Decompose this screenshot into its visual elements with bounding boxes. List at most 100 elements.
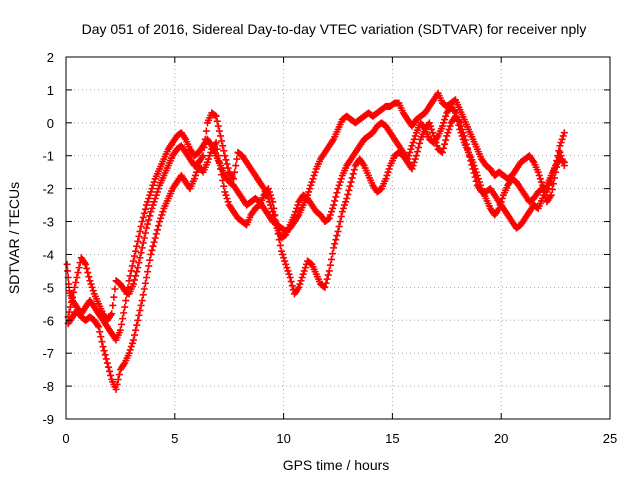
data-point-marker bbox=[425, 119, 433, 127]
data-point-marker bbox=[220, 182, 228, 190]
data-point-marker bbox=[350, 166, 358, 174]
data-point-marker bbox=[286, 273, 294, 281]
data-point-marker bbox=[211, 111, 219, 119]
data-point-marker bbox=[324, 271, 332, 279]
data-point-marker bbox=[200, 144, 208, 151]
data-point-marker bbox=[141, 279, 149, 287]
data-point-marker bbox=[104, 363, 112, 371]
data-point-marker bbox=[87, 280, 95, 288]
data-point-marker bbox=[219, 176, 227, 184]
x-tick-label: 20 bbox=[494, 431, 508, 446]
data-point-marker bbox=[269, 198, 277, 206]
data-point-marker bbox=[347, 178, 355, 186]
data-point-marker bbox=[465, 148, 473, 156]
data-point-marker bbox=[120, 309, 128, 317]
data-point-marker bbox=[443, 132, 451, 140]
data-point-marker bbox=[66, 303, 74, 311]
data-point-marker bbox=[218, 137, 226, 145]
data-point-marker bbox=[467, 157, 475, 165]
data-point-marker bbox=[430, 132, 438, 140]
y-tick-label: 1 bbox=[47, 83, 54, 98]
y-tick-label: -9 bbox=[42, 412, 54, 427]
data-point-marker bbox=[133, 268, 141, 276]
data-point-marker bbox=[71, 283, 79, 291]
data-point-marker bbox=[270, 204, 278, 212]
data-point-marker bbox=[441, 116, 449, 124]
data-point-marker bbox=[288, 282, 296, 290]
y-tick-label: -2 bbox=[42, 182, 54, 197]
data-point-marker bbox=[407, 145, 415, 153]
data-point-marker bbox=[335, 181, 343, 189]
data-point-marker bbox=[325, 214, 333, 222]
data-point-marker bbox=[305, 188, 313, 196]
data-point-marker bbox=[270, 212, 278, 220]
data-point-marker bbox=[294, 201, 302, 209]
data-point-marker bbox=[143, 224, 151, 232]
data-point-marker bbox=[158, 211, 166, 219]
data-point-marker bbox=[277, 247, 285, 255]
data-point-marker bbox=[128, 262, 136, 270]
data-point-marker bbox=[438, 122, 446, 130]
data-point-marker bbox=[559, 157, 567, 165]
data-point-marker bbox=[145, 195, 153, 203]
data-point-marker bbox=[382, 175, 390, 183]
data-point-marker bbox=[129, 336, 137, 344]
data-point-marker bbox=[149, 181, 157, 189]
data-point-marker bbox=[154, 222, 162, 230]
data-point-marker bbox=[230, 175, 238, 183]
data-point-marker bbox=[413, 148, 421, 156]
data-point-marker bbox=[311, 168, 319, 176]
data-point-marker bbox=[122, 297, 130, 305]
data-point-marker bbox=[327, 208, 335, 216]
data-point-marker bbox=[264, 185, 272, 193]
data-point-marker bbox=[126, 346, 134, 354]
data-point-marker bbox=[147, 250, 155, 258]
data-point-marker bbox=[410, 158, 418, 166]
data-point-marker bbox=[345, 186, 353, 194]
data-point-marker bbox=[560, 158, 568, 166]
data-point-marker bbox=[548, 185, 556, 193]
data-point-marker bbox=[146, 191, 154, 199]
data-point-marker bbox=[428, 125, 436, 133]
data-point-marker bbox=[383, 171, 391, 179]
data-point-marker bbox=[151, 195, 159, 203]
data-point-marker bbox=[334, 185, 342, 193]
data-point-marker bbox=[341, 201, 349, 209]
data-point-marker bbox=[344, 190, 352, 198]
data-point-marker bbox=[332, 236, 340, 244]
data-point-marker bbox=[232, 162, 240, 170]
data-point-marker bbox=[412, 152, 420, 160]
data-point-marker bbox=[557, 139, 565, 147]
data-point-marker bbox=[117, 320, 125, 328]
data-point-marker bbox=[323, 275, 331, 283]
data-point-marker bbox=[218, 171, 226, 179]
data-point-marker bbox=[432, 139, 440, 147]
data-point-marker bbox=[100, 347, 108, 355]
data-point-marker bbox=[280, 254, 288, 262]
data-point-marker bbox=[330, 201, 338, 209]
data-point-marker bbox=[343, 195, 351, 203]
data-point-marker bbox=[309, 175, 317, 183]
data-point-marker bbox=[215, 158, 223, 166]
data-point-marker bbox=[300, 267, 308, 275]
data-point-marker bbox=[306, 185, 314, 193]
data-point-marker bbox=[438, 148, 446, 156]
axis-ticks bbox=[65, 56, 611, 420]
data-point-marker bbox=[212, 112, 220, 120]
data-point-marker bbox=[349, 170, 357, 178]
data-point-marker bbox=[152, 191, 160, 199]
data-point-marker bbox=[322, 279, 330, 287]
data-point-marker bbox=[213, 117, 221, 125]
data-point-marker bbox=[336, 218, 344, 226]
data-point-marker bbox=[103, 359, 111, 367]
x-tick-label: 15 bbox=[385, 431, 399, 446]
data-point-marker bbox=[282, 260, 290, 268]
data-point-marker bbox=[337, 213, 345, 221]
data-point-marker bbox=[549, 180, 557, 188]
x-axis-label: GPS time / hours bbox=[283, 457, 390, 473]
data-point-marker bbox=[191, 171, 199, 179]
data-point-marker bbox=[281, 257, 289, 265]
data-point-marker bbox=[461, 136, 469, 144]
data-point-marker bbox=[334, 227, 342, 235]
data-point-marker bbox=[150, 178, 158, 186]
